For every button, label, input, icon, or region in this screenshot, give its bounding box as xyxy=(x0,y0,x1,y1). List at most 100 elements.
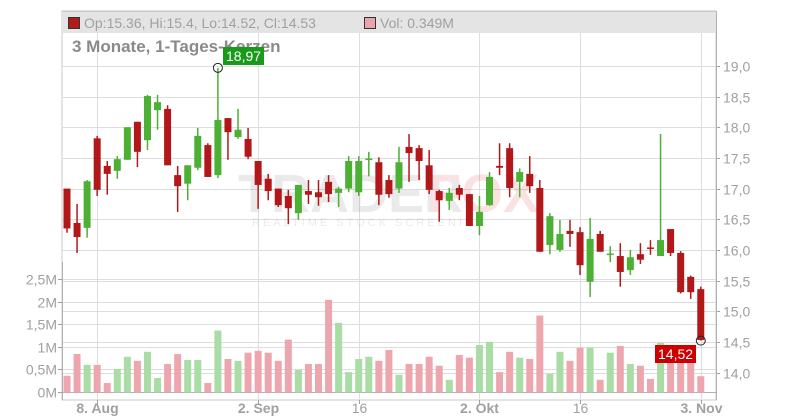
volume-bar[interactable] xyxy=(616,345,624,393)
volume-bar[interactable] xyxy=(164,363,172,393)
candle[interactable] xyxy=(174,165,182,212)
volume-bar[interactable] xyxy=(415,363,423,393)
candle[interactable] xyxy=(83,180,91,238)
candle[interactable] xyxy=(365,151,373,177)
candle[interactable] xyxy=(154,94,162,130)
candle[interactable] xyxy=(164,105,172,166)
candle[interactable] xyxy=(143,94,151,150)
volume-bar[interactable] xyxy=(184,359,192,393)
volume-bar[interactable] xyxy=(435,365,443,393)
candle[interactable] xyxy=(486,172,494,206)
volume-bar[interactable] xyxy=(576,347,584,393)
candle[interactable] xyxy=(405,134,413,182)
candle[interactable] xyxy=(506,143,514,198)
volume-bar[interactable] xyxy=(385,349,393,393)
candle[interactable] xyxy=(536,180,544,252)
volume-bar[interactable] xyxy=(154,377,162,393)
volume-bar[interactable] xyxy=(304,363,312,393)
volume-bar[interactable] xyxy=(194,359,202,393)
volume-bar[interactable] xyxy=(244,352,252,393)
volume-bar[interactable] xyxy=(536,315,544,393)
candle[interactable] xyxy=(284,189,292,225)
volume-bar[interactable] xyxy=(596,379,604,393)
volume-bar[interactable] xyxy=(697,376,705,393)
volume-bar[interactable] xyxy=(73,354,81,393)
candle[interactable] xyxy=(254,161,262,209)
candle[interactable] xyxy=(103,161,111,195)
candle[interactable] xyxy=(385,175,393,198)
candle[interactable] xyxy=(224,118,232,160)
candle[interactable] xyxy=(475,195,483,236)
candle[interactable] xyxy=(113,156,121,179)
candle[interactable] xyxy=(646,240,654,255)
candle[interactable] xyxy=(244,127,252,160)
volume-bar[interactable] xyxy=(506,351,514,393)
candle[interactable] xyxy=(526,156,534,193)
candle[interactable] xyxy=(687,275,695,299)
candle[interactable] xyxy=(375,157,383,206)
volume-bar[interactable] xyxy=(486,341,494,393)
candle[interactable] xyxy=(546,213,554,255)
candle[interactable] xyxy=(355,156,363,196)
candle[interactable] xyxy=(264,173,272,201)
candle[interactable] xyxy=(586,218,594,298)
volume-bar[interactable] xyxy=(496,372,504,393)
candle[interactable] xyxy=(455,184,463,201)
volume-bar[interactable] xyxy=(566,360,574,393)
volume-bar[interactable] xyxy=(687,344,695,393)
candle[interactable] xyxy=(435,189,443,222)
candle[interactable] xyxy=(616,243,624,287)
volume-bar[interactable] xyxy=(546,373,554,393)
volume-bar[interactable] xyxy=(345,372,353,393)
candle[interactable] xyxy=(556,219,564,252)
candle[interactable] xyxy=(274,188,282,207)
volume-bar[interactable] xyxy=(274,360,282,393)
volume-bar[interactable] xyxy=(214,330,222,393)
volume-bar[interactable] xyxy=(636,365,644,393)
volume-bar[interactable] xyxy=(516,357,524,393)
candle[interactable] xyxy=(325,175,333,203)
candle[interactable] xyxy=(667,229,675,257)
volume-bar[interactable] xyxy=(657,342,665,393)
candle[interactable] xyxy=(73,203,81,253)
candle[interactable] xyxy=(425,149,433,195)
volume-bar[interactable] xyxy=(113,368,121,393)
volume-bar[interactable] xyxy=(556,351,564,393)
candle[interactable] xyxy=(304,180,312,204)
candle[interactable] xyxy=(133,121,141,168)
candle[interactable] xyxy=(204,143,212,177)
volume-bar[interactable] xyxy=(284,339,292,393)
volume-bar[interactable] xyxy=(294,369,302,393)
candle[interactable] xyxy=(576,227,584,276)
volume-bar[interactable] xyxy=(586,347,594,393)
candle[interactable] xyxy=(194,127,202,171)
volume-bar[interactable] xyxy=(677,350,685,393)
volume-bar[interactable] xyxy=(103,382,111,393)
volume-bar[interactable] xyxy=(626,363,634,393)
volume-bar[interactable] xyxy=(63,375,71,393)
volume-bar[interactable] xyxy=(335,322,343,393)
volume-bar[interactable] xyxy=(93,364,101,393)
candle[interactable] xyxy=(657,134,665,257)
candle[interactable] xyxy=(626,249,634,276)
candle[interactable] xyxy=(395,146,403,193)
volume-bar[interactable] xyxy=(646,378,654,393)
candle[interactable] xyxy=(465,194,473,226)
candle[interactable] xyxy=(345,156,353,193)
candle[interactable] xyxy=(335,186,343,207)
volume-bar[interactable] xyxy=(234,360,242,393)
volume-bar[interactable] xyxy=(123,356,131,393)
candle[interactable] xyxy=(677,251,685,294)
candle[interactable] xyxy=(184,165,192,201)
candle[interactable] xyxy=(214,67,222,179)
volume-bar[interactable] xyxy=(204,382,212,393)
volume-bar[interactable] xyxy=(425,356,433,393)
volume-bar[interactable] xyxy=(475,344,483,393)
volume-bar[interactable] xyxy=(395,374,403,393)
volume-bar[interactable] xyxy=(254,350,262,393)
candle[interactable] xyxy=(596,230,604,252)
candle[interactable] xyxy=(496,143,504,176)
volume-bar[interactable] xyxy=(174,354,182,393)
candle[interactable] xyxy=(234,108,242,139)
